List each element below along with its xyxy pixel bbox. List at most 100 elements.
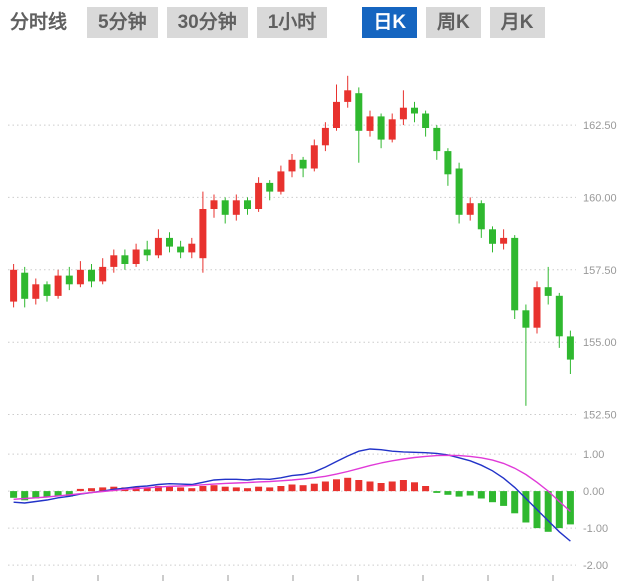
candle-body [544, 287, 552, 296]
macd-axis-label: 1.00 [583, 449, 604, 461]
macd-bar [477, 491, 485, 499]
candle-body [76, 269, 84, 285]
macd-axis-label: -1.00 [583, 523, 608, 535]
macd-bar [566, 491, 574, 525]
macd-bar [32, 491, 40, 499]
macd-bar [54, 491, 62, 496]
macd-bar [377, 483, 385, 492]
macd-axis-label: 0.00 [583, 486, 604, 498]
macd-bar [344, 477, 352, 492]
price-axis-label: 157.50 [583, 265, 617, 277]
x-axis-ticks [32, 575, 554, 581]
candle-body [411, 107, 418, 114]
candle-body [511, 237, 519, 311]
macd-bar [99, 487, 107, 492]
macd-bar [21, 491, 29, 501]
macd-bar [500, 491, 508, 506]
macd-bar [466, 491, 474, 496]
tab-monthly-k[interactable]: 月K [489, 7, 545, 38]
candle-body [388, 119, 396, 140]
macd-bar [255, 486, 263, 492]
candlestick-price-chart: 162.50 160.00 157.50 155.00 152.50 [8, 75, 617, 422]
macd-bar [199, 486, 207, 492]
timeframe-tabbar: 分时线 5分钟 30分钟 1小时 日K 周K 月K [0, 0, 631, 44]
candle-body [210, 200, 218, 209]
price-axis-label: 162.50 [583, 120, 617, 132]
candle-body [188, 243, 196, 253]
candle-body [455, 168, 463, 215]
candle-body [333, 101, 340, 128]
candle-body [99, 266, 107, 282]
macd-bar [544, 491, 552, 532]
tab-weekly-k[interactable]: 周K [426, 7, 481, 38]
candle-body [143, 249, 151, 256]
macd-bar [10, 491, 18, 498]
macd-bar [489, 491, 496, 503]
candle-body [288, 159, 296, 172]
macd-bar [444, 491, 452, 495]
macd-dea-line [13, 454, 571, 513]
macd-bar [321, 481, 329, 492]
macd-bar [221, 486, 229, 492]
candle-body [366, 116, 374, 131]
macd-axis-label: -2.00 [583, 560, 608, 572]
candle-body [232, 200, 240, 215]
macd-bar [455, 491, 463, 497]
tab-5min[interactable]: 5分钟 [87, 7, 158, 38]
candle-body [299, 159, 307, 169]
macd-bar [388, 481, 396, 492]
macd-bar [555, 491, 563, 529]
candle-body [489, 229, 496, 244]
candle-body [533, 287, 541, 328]
candle-body [121, 255, 129, 264]
tab-time-share-line[interactable]: 分时线 [8, 7, 79, 38]
candle-body [466, 203, 474, 215]
candle-body [555, 295, 563, 337]
candle-body [444, 151, 452, 175]
candle-body [177, 246, 185, 253]
macd-bar [76, 488, 84, 492]
macd-bar [411, 482, 418, 492]
candles-group [10, 75, 574, 406]
macd-bar [366, 481, 374, 492]
candle-body [477, 203, 485, 230]
macd-bar [210, 485, 218, 492]
candle-body [255, 182, 263, 209]
candle-body [154, 237, 162, 256]
macd-bar [433, 491, 441, 493]
candle-body [277, 171, 285, 192]
macd-bar [511, 491, 519, 514]
macd-bar [177, 487, 185, 492]
candle-body [244, 200, 251, 209]
tab-30min[interactable]: 30分钟 [166, 7, 248, 38]
macd-bar [232, 487, 240, 492]
candle-body [344, 90, 352, 102]
candle-body [522, 310, 530, 328]
macd-bar [399, 480, 407, 492]
tab-daily-k[interactable]: 日K [362, 7, 418, 38]
candle-body [132, 249, 140, 264]
macd-bar [244, 488, 251, 492]
macd-bar [166, 486, 173, 492]
macd-dif-line [13, 448, 571, 542]
macd-bar [333, 479, 340, 492]
macd-bar [299, 485, 307, 492]
macd-bar [188, 488, 196, 492]
candle-body [110, 255, 118, 267]
macd-bar [277, 486, 285, 492]
candle-body [21, 272, 29, 299]
macd-bar [288, 484, 296, 492]
candle-body [221, 200, 229, 215]
macd-bar [310, 483, 318, 492]
candle-body [355, 93, 363, 131]
candle-body [377, 116, 385, 140]
candle-body [500, 237, 508, 244]
price-axis-label: 160.00 [583, 192, 617, 204]
tab-1hour[interactable]: 1小时 [256, 7, 328, 38]
candle-body [43, 284, 51, 296]
candle-body [566, 336, 574, 360]
macd-bar [143, 487, 151, 492]
price-axis-label: 152.50 [583, 410, 617, 422]
candle-body [321, 127, 329, 146]
